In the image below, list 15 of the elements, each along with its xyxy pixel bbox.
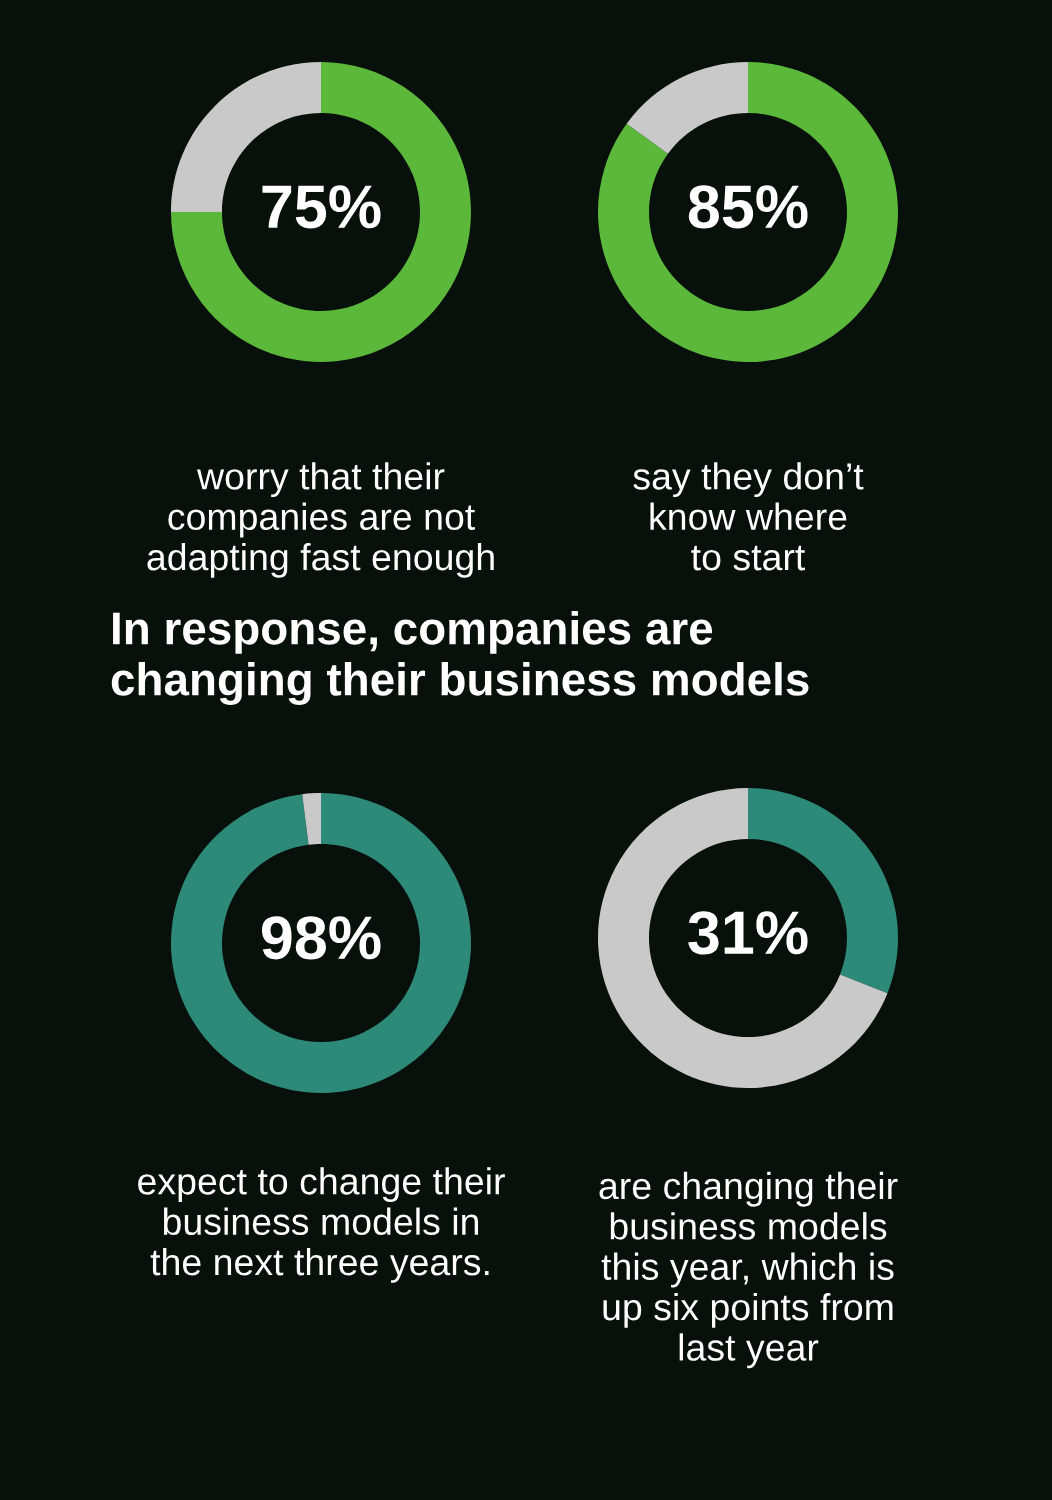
data-label: 98% xyxy=(261,916,381,960)
text: In response, companies are changing their business models xyxy=(111,611,809,705)
donut-slice xyxy=(171,62,471,362)
data-label: 31% xyxy=(688,911,808,955)
data-label: 85% xyxy=(688,185,808,229)
donut-slice xyxy=(302,793,321,845)
donut-slice xyxy=(598,788,888,1088)
text: expect to change their business models in the next three years. xyxy=(138,1167,505,1283)
donut-slice xyxy=(626,62,748,154)
text: say they don’t know where to start xyxy=(633,462,864,571)
donut-slice xyxy=(598,62,898,362)
text: worry that their companies are not adapting fast enough xyxy=(147,462,494,578)
donut-slice xyxy=(171,793,471,1093)
text: are changing their business models this year, which is up six points from last year xyxy=(599,1171,898,1369)
data-label: 75% xyxy=(262,185,381,229)
